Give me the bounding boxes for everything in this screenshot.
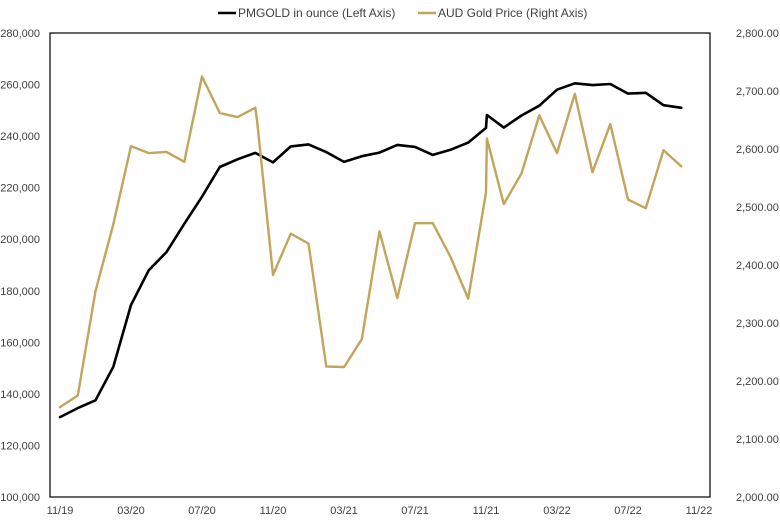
legend-label-aud-gold: AUD Gold Price (Right Axis) <box>438 6 587 20</box>
x-axis: 11/19 03/20 07/20 11/20 03/21 07/21 11/21 03/22… <box>47 505 713 517</box>
right-axis-tick-label: 2,400.00 <box>736 260 779 272</box>
right-axis-tick-label: 2,200.00 <box>736 376 779 388</box>
right-axis-tick-label: 2,600.00 <box>736 144 779 156</box>
x-axis-tick-label: 11/22 <box>686 505 713 517</box>
left-axis-tick-label: 140,000 <box>0 389 40 401</box>
x-axis-tick-label: 11/20 <box>260 505 287 517</box>
x-axis-tick-label: 03/22 <box>543 505 571 517</box>
x-axis-tick-label: 07/22 <box>614 505 642 517</box>
left-axis: 100,000 120,000 140,000 160,000 180,000 200,0… <box>0 28 40 504</box>
x-axis-tick-label: 11/19 <box>47 505 74 517</box>
x-axis-tick-label: 11/21 <box>473 505 500 517</box>
left-axis-tick-label: 100,000 <box>0 492 40 504</box>
left-axis-tick-label: 240,000 <box>0 131 40 143</box>
left-axis-tick-label: 180,000 <box>0 286 40 298</box>
left-axis-tick-label: 220,000 <box>0 183 40 195</box>
right-axis-tick-label: 2,100.00 <box>736 434 779 446</box>
right-axis: 2,000.00 2,100.00 2,200.00 2,300.00 2,400.00… <box>736 28 779 504</box>
x-axis-tick-label: 07/20 <box>188 505 216 517</box>
right-axis-tick-label: 2,800.00 <box>736 28 779 40</box>
x-axis-tick-label: 07/21 <box>401 505 429 517</box>
left-axis-tick-label: 260,000 <box>0 80 40 92</box>
series-layer <box>58 75 683 419</box>
left-axis-tick-label: 120,000 <box>0 440 40 452</box>
plot-area <box>49 32 711 498</box>
x-axis-tick-label: 03/21 <box>330 505 358 517</box>
x-axis-tick-label: 03/20 <box>117 505 145 517</box>
series-line-pmgold <box>58 82 683 419</box>
right-axis-tick-label: 2,000.00 <box>736 492 779 504</box>
right-axis-tick-label: 2,300.00 <box>736 318 779 330</box>
left-axis-tick-label: 280,000 <box>0 28 40 40</box>
right-axis-tick-label: 2,700.00 <box>736 86 779 98</box>
legend-label-pmgold: PMGOLD in ounce (Left Axis) <box>238 6 395 20</box>
left-axis-tick-label: 200,000 <box>0 234 40 246</box>
series-line-aud-gold <box>58 75 683 409</box>
legend: PMGOLD in ounce (Left Axis) AUD Gold Pri… <box>218 6 587 20</box>
right-axis-tick-label: 2,500.00 <box>736 202 779 214</box>
left-axis-tick-label: 160,000 <box>0 337 40 349</box>
